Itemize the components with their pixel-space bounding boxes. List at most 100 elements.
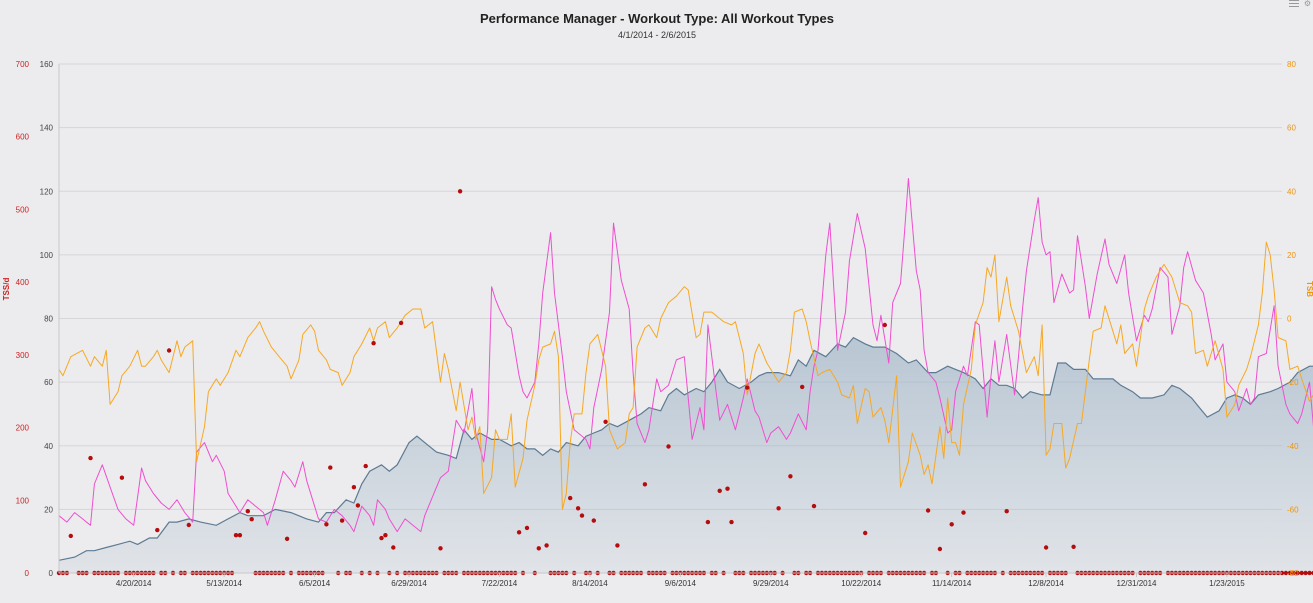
- x-axis-tick: 11/14/2014: [932, 579, 972, 588]
- x-axis-tick: 6/5/2014: [299, 579, 331, 588]
- tss-point: [1307, 570, 1312, 576]
- tsb-axis-tick: 80: [1287, 60, 1296, 69]
- tss-point: [516, 530, 522, 535]
- tss-point: [1043, 545, 1049, 550]
- tss-point: [705, 519, 711, 525]
- tss-point: [961, 510, 966, 515]
- tss-point: [351, 485, 357, 490]
- tss-point: [603, 419, 608, 424]
- tss-point: [371, 341, 376, 346]
- tss-point: [284, 536, 290, 541]
- tsb-axis-tick: -60: [1287, 505, 1299, 514]
- tss-point: [591, 518, 596, 523]
- form-series: [58, 241, 1313, 510]
- tss-point: [363, 463, 368, 469]
- fitness-axis-tick: 80: [44, 315, 53, 324]
- tss-point: [882, 322, 887, 328]
- tss-point: [1295, 570, 1300, 576]
- tsb-axis-tick: 60: [1287, 124, 1296, 133]
- tss-point: [544, 543, 549, 548]
- tss-point: [88, 455, 93, 461]
- tss-point: [1287, 570, 1293, 576]
- tss-point: [642, 482, 648, 487]
- tss-axis-tick: 700: [16, 60, 30, 69]
- tss-point: [249, 517, 254, 522]
- tsb-axis-title: TSB: [1305, 281, 1313, 297]
- chart-title: Performance Manager - Workout Type: All …: [480, 11, 834, 26]
- tss-point: [863, 530, 868, 536]
- tss-point: [186, 522, 191, 528]
- tss-point: [745, 385, 750, 390]
- tss-point: [729, 519, 734, 525]
- tss-point: [1004, 509, 1009, 514]
- tss-point: [155, 527, 160, 533]
- tss-point: [579, 513, 585, 518]
- x-axis-tick: 4/20/2014: [116, 579, 152, 588]
- x-axis-tick: 6/29/2014: [391, 579, 427, 588]
- tss-point: [457, 189, 463, 194]
- x-axis-tick: 1/23/2015: [1209, 579, 1245, 588]
- tss-point: [245, 509, 250, 514]
- tss-point: [615, 543, 620, 548]
- x-axis-tick: 7/22/2014: [482, 579, 518, 588]
- tsb-axis-tick: 0: [1287, 315, 1292, 324]
- fitness-axis-tick: 140: [40, 124, 54, 133]
- x-axis-tick: 9/6/2014: [665, 579, 697, 588]
- tss-point: [324, 522, 329, 527]
- tss-point: [68, 533, 74, 539]
- tss-point: [1283, 570, 1289, 576]
- tss-point: [1299, 570, 1304, 576]
- tss-point: [800, 384, 805, 390]
- tss-axis-tick: 200: [16, 424, 30, 433]
- tss-point: [666, 444, 671, 449]
- tss-point: [811, 503, 817, 509]
- grid: [59, 63, 1282, 574]
- tss-axis-title: TSS/d: [2, 278, 11, 301]
- x-axis-tick: 12/31/2014: [1116, 579, 1157, 588]
- settings-icon[interactable]: ⚙: [1303, 0, 1311, 8]
- fitness-axis-tick: 120: [40, 187, 54, 196]
- tsb-axis-tick: -80: [1287, 569, 1299, 578]
- tss-point: [949, 522, 954, 527]
- tss-point: [937, 546, 943, 552]
- tss-point: [233, 533, 239, 538]
- tss-point: [925, 508, 931, 513]
- axes: 0100200300400500600700020406080100120140…: [2, 60, 1313, 588]
- menu-icon[interactable]: [1289, 0, 1299, 8]
- tss-point: [383, 533, 388, 538]
- tss-point: [717, 488, 722, 493]
- fitness-axis-tick: 40: [44, 442, 53, 451]
- fatigue-line: [58, 178, 1313, 533]
- tss-axis-tick: 600: [16, 133, 30, 142]
- fitness-line: [58, 336, 1313, 561]
- x-axis-tick: 12/8/2014: [1028, 579, 1064, 588]
- x-axis-tick: 5/13/2014: [206, 579, 242, 588]
- tsb-axis-tick: 20: [1287, 251, 1296, 260]
- x-axis-tick: 10/22/2014: [841, 579, 882, 588]
- tss-point: [1303, 570, 1308, 576]
- tss-axis-tick: 300: [16, 351, 30, 360]
- chart-subtitle: 4/1/2014 - 2/6/2015: [618, 30, 696, 40]
- tss-point: [536, 546, 541, 551]
- x-axis-tick: 9/29/2014: [753, 579, 789, 588]
- tsb-axis-tick: -20: [1287, 378, 1299, 387]
- tss-point: [438, 546, 443, 551]
- tss-point: [355, 503, 361, 508]
- tss-point: [237, 533, 243, 538]
- tss-axis-tick: 0: [25, 569, 30, 578]
- tss-point: [339, 518, 345, 523]
- tss-point: [398, 320, 404, 326]
- fitness-axis-tick: 60: [44, 378, 53, 387]
- fitness-series: [58, 336, 1313, 573]
- fitness-axis-tick: 20: [44, 505, 53, 514]
- tss-point: [776, 506, 781, 511]
- tss-point: [575, 506, 581, 511]
- tss-point: [568, 495, 573, 501]
- fitness-axis-tick: 160: [40, 60, 54, 69]
- tss-point: [788, 474, 793, 479]
- tss-point: [119, 475, 125, 480]
- fatigue-series: [58, 178, 1313, 533]
- tsb-axis-tick: 40: [1287, 187, 1296, 196]
- tss-point: [524, 525, 530, 531]
